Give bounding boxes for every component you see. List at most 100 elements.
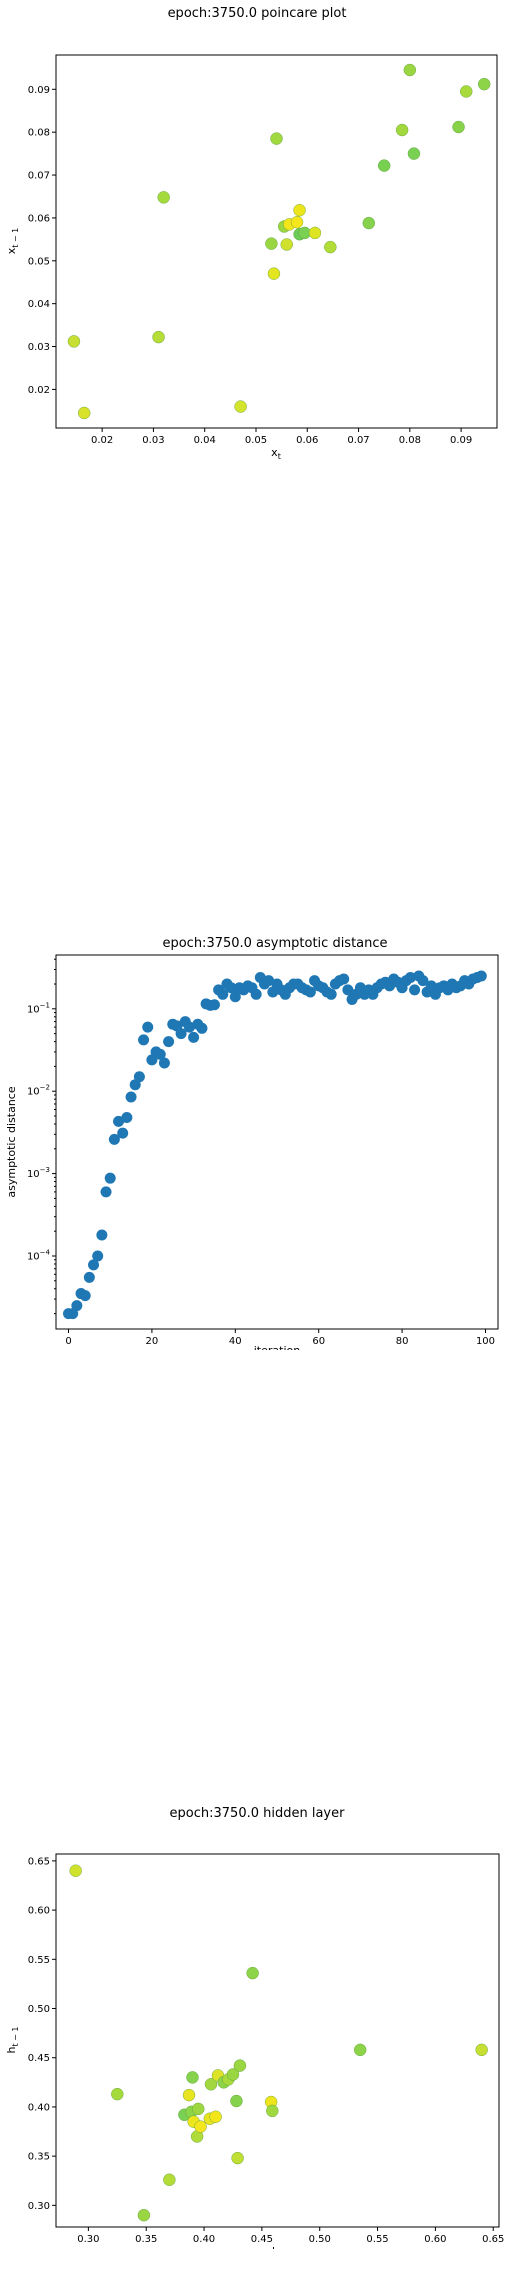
- data-point: [265, 237, 278, 250]
- plot-frame: [55, 1853, 500, 2228]
- data-point: [92, 1250, 104, 1262]
- poincare-plot-chart: epoch:3750.0 poincare plot 0.02 0.03 0.04 0…: [5, 6, 498, 461]
- data-point: [304, 986, 316, 998]
- data-point: [137, 2208, 151, 2222]
- x-tick-label: 0.45: [251, 2234, 273, 2245]
- data-point: [111, 2087, 124, 2101]
- data-point: [117, 1127, 129, 1139]
- data-point: [290, 216, 304, 229]
- x-tick-label: 0.09: [450, 435, 472, 446]
- y-tick-label: 0.05: [28, 256, 50, 267]
- y-tick-label: 0.65: [28, 1856, 50, 1867]
- x-tick-label: 80: [396, 1336, 409, 1347]
- data-point: [194, 2120, 207, 2133]
- data-point: [229, 991, 241, 1003]
- data-point: [125, 1091, 137, 1103]
- data-point: [108, 1133, 120, 1145]
- y-axis-label: asymptotic distance: [5, 1086, 18, 1197]
- data-point: [217, 988, 229, 1000]
- data-point: [154, 1048, 166, 1060]
- data-point: [67, 335, 81, 348]
- data-point: [231, 2151, 244, 2165]
- y-tick-label: 0.09: [28, 85, 50, 96]
- data-point: [157, 191, 170, 204]
- y-tick-label: 0.07: [28, 171, 50, 182]
- y-tick-labels: 10−4 10−3 10−2 10−1: [27, 958, 56, 1315]
- data-point: [209, 2110, 222, 2123]
- data-point: [338, 973, 350, 985]
- x-tick-label: 20: [146, 1336, 159, 1347]
- data-point: [230, 2094, 243, 2108]
- data-point: [293, 204, 306, 217]
- data-point: [354, 2043, 367, 2057]
- chart-title: epoch:3750.0 hidden layer: [170, 1806, 346, 1821]
- data-point: [158, 1057, 170, 1069]
- data-point: [233, 2059, 247, 2072]
- x-axis-label: xt: [271, 446, 281, 461]
- data-point: [324, 240, 337, 254]
- data-point: [88, 1259, 100, 1271]
- data-point: [475, 970, 487, 982]
- y-tick-label: 0.04: [28, 299, 50, 310]
- x-tick-labels: 0.02 0.03 0.04 0.05 0.06 0.07 0.08 0.09: [91, 428, 472, 446]
- data-point: [404, 971, 416, 983]
- y-axis-label: ht − 1: [5, 2027, 20, 2054]
- data-point: [83, 1271, 95, 1283]
- data-point: [425, 980, 437, 992]
- data-point: [78, 406, 91, 420]
- data-points: [67, 63, 491, 420]
- hidden-layer-chart: epoch:3750.0 hidden layer 0.30 0.35 0.40 0.…: [5, 1806, 504, 2249]
- data-point: [280, 238, 293, 251]
- x-tick-label: 0.07: [347, 435, 369, 446]
- x-tick-label: 0.08: [399, 435, 421, 446]
- y-tick-label: 0.55: [28, 1955, 50, 1966]
- data-point: [175, 1028, 187, 1040]
- data-points: [63, 970, 487, 1320]
- data-point: [208, 999, 220, 1011]
- data-point: [263, 975, 275, 987]
- y-tick-label: 0.50: [28, 2004, 50, 2015]
- data-point: [163, 1036, 175, 1048]
- data-point: [138, 1034, 150, 1046]
- data-point: [186, 2071, 199, 2084]
- x-tick-labels: 0 20 40 60 80 100: [65, 1329, 495, 1347]
- data-point: [142, 1021, 154, 1033]
- data-point: [267, 267, 281, 280]
- x-tick-label: 0.50: [309, 2234, 331, 2245]
- data-point: [79, 1290, 91, 1302]
- y-tick-labels: 0.02 0.03 0.04 0.05 0.06 0.07 0.08 0.09: [28, 85, 56, 396]
- data-point: [407, 147, 421, 160]
- x-tick-label: 0.03: [142, 435, 164, 446]
- x-tick-label: 60: [312, 1336, 325, 1347]
- x-tick-label: 0.65: [482, 2234, 504, 2245]
- x-tick-label: 0.04: [194, 435, 216, 446]
- y-tick-label: 0.02: [28, 385, 50, 396]
- data-point: [270, 132, 283, 145]
- data-point: [104, 1172, 116, 1184]
- x-tick-label: 40: [229, 1336, 242, 1347]
- x-tick-labels: 0.30 0.35 0.40 0.45 0.50 0.55 0.60 0.65: [77, 2227, 504, 2245]
- plot-frame: [55, 954, 499, 1330]
- data-point: [152, 330, 165, 344]
- y-tick-label: 0.06: [28, 213, 50, 224]
- data-point: [234, 400, 247, 413]
- data-point: [417, 975, 429, 987]
- data-point: [395, 123, 409, 137]
- data-point: [96, 1229, 108, 1241]
- x-axis-label: iteration: [254, 1344, 300, 1350]
- x-axis-label: ht: [272, 2245, 282, 2249]
- y-tick-label: 0.35: [28, 2152, 50, 2163]
- x-tick-label: 0: [65, 1336, 71, 1347]
- y-tick-labels: 0.30 0.35 0.40 0.45 0.50 0.55 0.60 0.65: [28, 1856, 56, 2212]
- data-point: [133, 1071, 145, 1083]
- data-point: [477, 77, 491, 91]
- y-tick-label: 0.30: [28, 2201, 50, 2212]
- y-axis-label: xt − 1: [5, 228, 20, 255]
- data-points: [69, 1864, 488, 2222]
- x-tick-label: 0.60: [424, 2234, 446, 2245]
- x-tick-label: 0.55: [366, 2234, 388, 2245]
- plot-frame: [55, 54, 498, 429]
- x-tick-label: 0.35: [135, 2234, 157, 2245]
- y-tick-label: 0.40: [28, 2102, 50, 2113]
- data-point: [460, 85, 473, 98]
